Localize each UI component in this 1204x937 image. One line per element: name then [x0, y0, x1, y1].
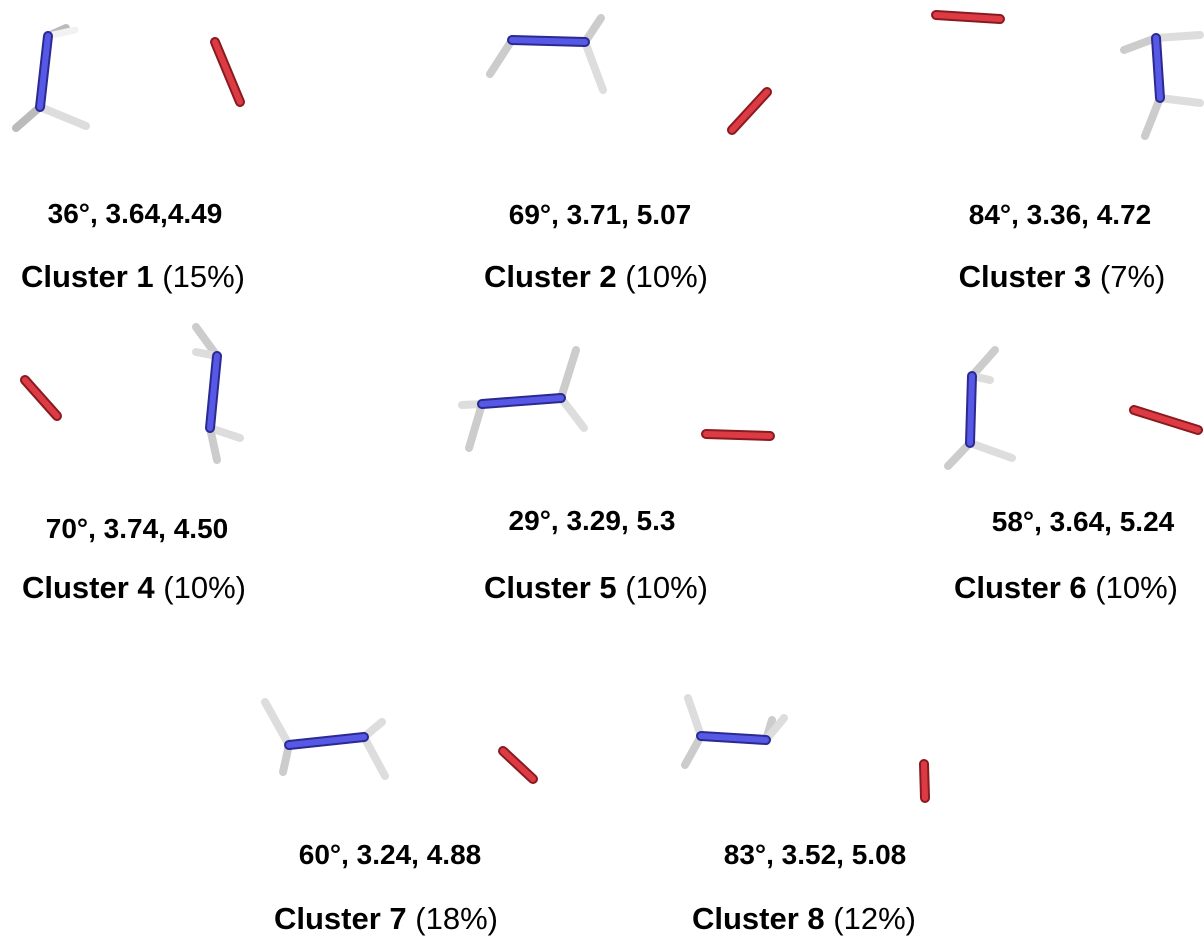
cluster-4-percent: (10%)	[163, 570, 246, 605]
cluster-6-caption: 58°, 3.64, 5.24 Cluster 6 (10%)	[954, 506, 1178, 605]
cluster-5-label: Cluster 5 (10%)	[484, 570, 708, 605]
cluster-3-percent: (7%)	[1100, 259, 1165, 294]
cluster-1-label: Cluster 1 (15%)	[21, 259, 245, 294]
cluster-7-params: 60°, 3.24, 4.88	[299, 839, 481, 870]
cluster-4-molecules	[20, 323, 244, 464]
cluster-7-label: Cluster 7 (18%)	[274, 901, 498, 936]
cluster-8-molecules	[681, 694, 930, 803]
cluster-7-percent: (18%)	[415, 901, 498, 936]
cluster-1-name: Cluster 1	[21, 259, 154, 294]
cluster-6-label: Cluster 6 (10%)	[954, 570, 1178, 605]
cluster-1-caption: 36°, 3.64,4.49 Cluster 1 (15%)	[21, 198, 245, 294]
cluster-7-caption: 60°, 3.24, 4.88 Cluster 7 (18%)	[274, 839, 498, 936]
cluster-4-name: Cluster 4	[22, 570, 155, 605]
oxygen-molecule	[20, 375, 62, 421]
oxygen-molecule	[1129, 405, 1203, 435]
hydrazine-molecule	[1120, 31, 1204, 140]
cluster-2-percent: (10%)	[625, 259, 708, 294]
cluster-6-molecules	[944, 346, 1203, 470]
cluster-3-label: Cluster 3 (7%)	[959, 259, 1166, 294]
cluster-4-caption: 70°, 3.74, 4.50 Cluster 4 (10%)	[22, 513, 246, 605]
oxygen-molecule	[919, 759, 930, 803]
hydrazine-molecule	[944, 346, 1016, 470]
cluster-2-molecules	[486, 14, 772, 135]
cluster-1-params: 36°, 3.64,4.49	[48, 198, 223, 229]
cluster-8-caption: 83°, 3.52, 5.08 Cluster 8 (12%)	[692, 839, 916, 936]
cluster-8-params: 83°, 3.52, 5.08	[724, 839, 906, 870]
cluster-4-label: Cluster 4 (10%)	[22, 570, 246, 605]
hydrazine-molecule	[486, 14, 607, 94]
cluster-2-name: Cluster 2	[484, 259, 617, 294]
cluster-8-percent: (12%)	[833, 901, 916, 936]
oxygen-molecule	[727, 87, 772, 135]
oxygen-molecule	[931, 10, 1005, 24]
cluster-5-params: 29°, 3.29, 5.3	[509, 505, 676, 536]
hydrazine-molecule	[192, 323, 244, 464]
cluster-4-params: 70°, 3.74, 4.50	[46, 513, 228, 544]
oxygen-molecule	[498, 746, 538, 784]
cluster-6-name: Cluster 6	[954, 570, 1087, 605]
cluster-5-molecules	[458, 346, 775, 452]
oxygen-molecule	[701, 429, 775, 441]
cluster-8-label: Cluster 8 (12%)	[692, 901, 916, 936]
cluster-5-caption: 29°, 3.29, 5.3 Cluster 5 (10%)	[484, 505, 708, 605]
cluster-3-caption: 84°, 3.36, 4.72 Cluster 3 (7%)	[959, 199, 1166, 294]
cluster-8-name: Cluster 8	[692, 901, 825, 936]
hydrazine-molecule	[12, 24, 90, 132]
cluster-1-percent: (15%)	[162, 259, 245, 294]
cluster-7-name: Cluster 7	[274, 901, 407, 936]
cluster-2-params: 69°, 3.71, 5.07	[509, 199, 691, 230]
cluster-5-percent: (10%)	[625, 570, 708, 605]
cluster-3-params: 84°, 3.36, 4.72	[969, 199, 1151, 230]
cluster-7-molecules	[261, 698, 538, 784]
hydrazine-molecule	[681, 694, 788, 769]
cluster-2-caption: 69°, 3.71, 5.07 Cluster 2 (10%)	[484, 199, 708, 294]
hydrazine-molecule	[261, 698, 389, 780]
hydrazine-molecule	[458, 346, 588, 452]
cluster-1-molecules	[12, 24, 245, 132]
oxygen-molecule	[210, 37, 245, 107]
cluster-5-name: Cluster 5	[484, 570, 617, 605]
cluster-6-percent: (10%)	[1095, 570, 1178, 605]
cluster-3-molecules	[931, 10, 1204, 140]
cluster-3-name: Cluster 3	[959, 259, 1092, 294]
cluster-2-label: Cluster 2 (10%)	[484, 259, 708, 294]
cluster-6-params: 58°, 3.64, 5.24	[992, 506, 1175, 537]
